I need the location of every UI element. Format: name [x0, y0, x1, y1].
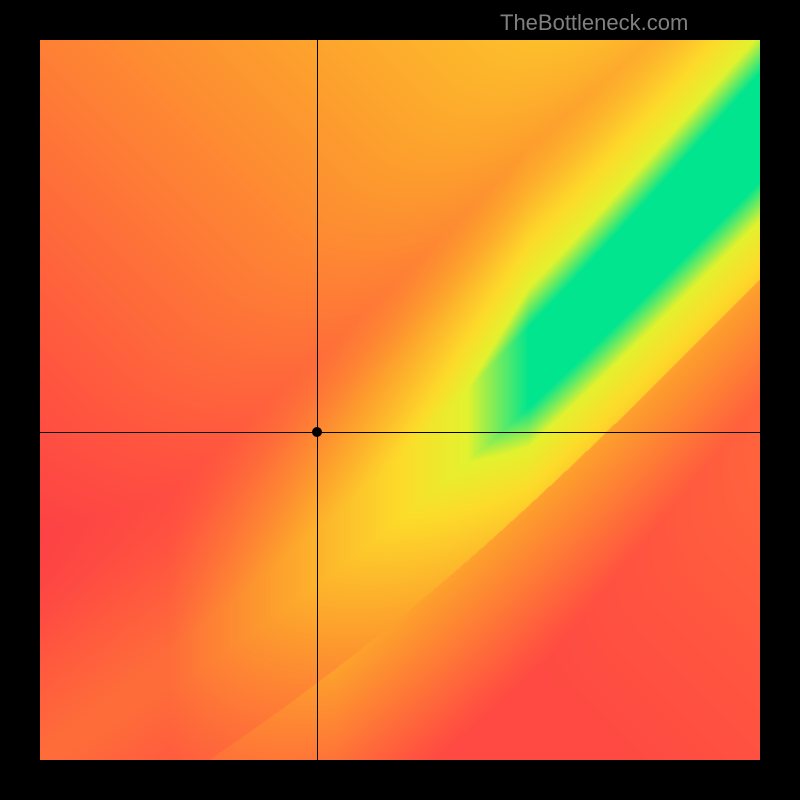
watermark-text: TheBottleneck.com [500, 10, 688, 36]
crosshair-vertical [317, 40, 318, 760]
heatmap-canvas [40, 40, 760, 760]
data-point-marker [312, 427, 322, 437]
chart-container: TheBottleneck.com [0, 0, 800, 800]
crosshair-horizontal [40, 432, 760, 433]
